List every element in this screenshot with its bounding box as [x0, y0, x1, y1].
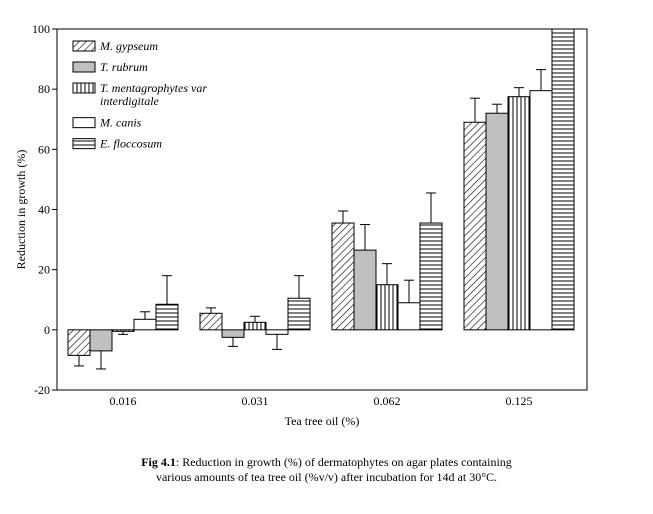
y-axis-title: Reduction in growth (%) [14, 150, 28, 270]
bar [419, 222, 443, 331]
bar [287, 297, 311, 331]
legend-label: E. floccosum [99, 137, 162, 151]
legend-swatch [72, 138, 96, 150]
bar [265, 329, 289, 335]
bar [485, 112, 509, 331]
x-tick-label: 0.062 [374, 394, 401, 408]
bar [507, 96, 531, 331]
y-tick-label: 0 [44, 323, 50, 337]
x-axis-title: Tea tree oil (%) [285, 414, 360, 428]
axes-group: -20 0 20 40 60 80 100 0.016 0.031 0.062 0.125 Tea t… [14, 22, 533, 428]
bar [397, 302, 421, 331]
bar [221, 329, 245, 338]
caption-fig-label: Fig 4.1 [141, 455, 176, 469]
legend-swatch [72, 40, 96, 52]
x-tick-label: 0.125 [506, 394, 533, 408]
legend-swatch [72, 82, 96, 94]
y-tick-label: 80 [38, 82, 50, 96]
bar [551, 28, 575, 331]
y-tick-label: 40 [38, 203, 50, 217]
bar [529, 90, 553, 331]
caption-line-2: various amounts of tea tree oil (%v/v) a… [155, 470, 498, 484]
bars-group [67, 28, 575, 356]
bar [243, 321, 267, 331]
bar [133, 318, 157, 331]
error-bars-group [74, 69, 546, 370]
bar [111, 329, 135, 332]
legend-label: T. mentagrophytes var [100, 81, 207, 95]
x-tick-label: 0.016 [110, 394, 137, 408]
legend-label: M. canis [99, 116, 142, 130]
legend-label: M. gypseum [99, 39, 158, 53]
bar [463, 121, 487, 331]
figure-caption: Fig 4.1: Reduction in growth (%) of derm… [0, 455, 653, 485]
bar [199, 312, 223, 331]
legend-label: interdigitale [100, 94, 160, 108]
legend-swatch [72, 61, 96, 73]
y-tick-label: 60 [38, 142, 50, 156]
y-tick-label: 100 [32, 22, 50, 36]
bar [89, 329, 113, 352]
bar [155, 303, 179, 331]
legend-swatch [72, 117, 96, 129]
caption-text-1: : Reduction in growth (%) of dermatophyt… [175, 455, 512, 469]
legend: M. gypseum T. rubrum T. mentagrophytes var… [72, 39, 207, 151]
x-tick-label: 0.031 [242, 394, 269, 408]
caption-line-1: Fig 4.1: Reduction in growth (%) of derm… [0, 455, 653, 470]
bar [375, 284, 399, 331]
y-tick-label: -20 [34, 383, 50, 397]
y-tick-label: 20 [38, 263, 50, 277]
legend-label: T. rubrum [100, 60, 148, 74]
bar [67, 329, 91, 356]
bar [331, 222, 355, 331]
bar [353, 249, 377, 331]
